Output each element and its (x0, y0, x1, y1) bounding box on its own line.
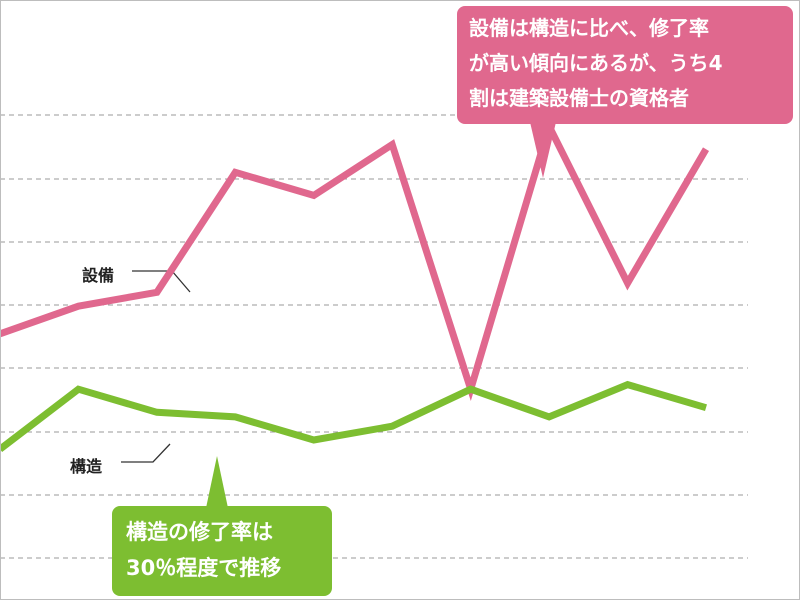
structure-callout-text: 構造の修了率は 30％程度で推移 (126, 520, 282, 580)
series-label-equipment: 設備 (82, 266, 115, 285)
series-label-structure: 構造 (70, 457, 103, 476)
series-line-equipment (0, 116, 710, 402)
structure-leader-line (121, 443, 171, 463)
grid-lines (0, 114, 748, 559)
structure-callout: 構造の修了率は 30％程度で推移 (112, 506, 332, 596)
equipment-callout: 設備は構造に比べ、修了率 が高い傾向にあるが、うち4 割は建築設備士の資格者 (457, 6, 793, 124)
series-lines (0, 116, 710, 452)
equipment-callout-pointer (530, 122, 556, 178)
structure-callout-pointer (206, 456, 228, 508)
equipment-callout-text: 設備は構造に比べ、修了率 が高い傾向にあるが、うち4 割は建築設備士の資格者 (469, 16, 723, 110)
series-line-structure (0, 380, 707, 452)
